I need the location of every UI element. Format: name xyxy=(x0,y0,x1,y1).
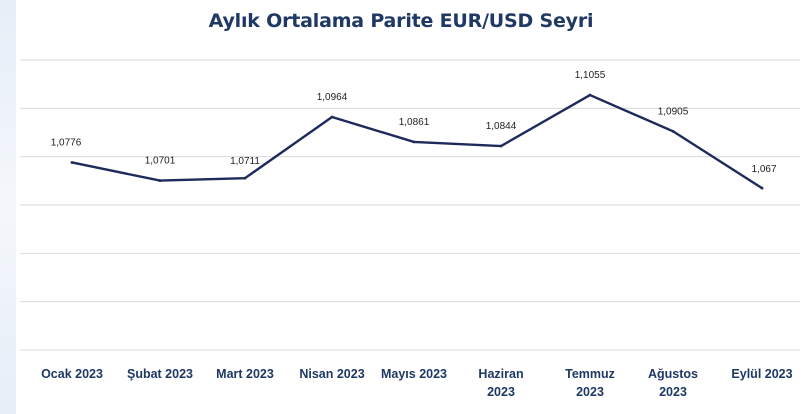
x-tick-label-6: Temmuz 2023 xyxy=(565,367,615,399)
data-point-0 xyxy=(70,161,74,164)
x-tick-label-0: Ocak 2023 xyxy=(41,367,103,381)
data-label-8: 1,067 xyxy=(751,164,776,175)
data-label-5: 1,0844 xyxy=(486,121,517,132)
x-tick-label-1: Şubat 2023 xyxy=(127,367,193,381)
x-tick-label-3: Nisan 2023 xyxy=(299,367,364,381)
data-label-4: 1,0861 xyxy=(399,117,430,128)
x-tick-label-8: Eylül 2023 xyxy=(731,367,792,381)
data-label-1: 1,0701 xyxy=(145,156,176,167)
data-label-7: 1,0905 xyxy=(658,106,689,117)
x-tick-label-7: Ağustos 2023 xyxy=(648,367,698,399)
data-point-2 xyxy=(243,176,247,180)
data-point-8 xyxy=(760,186,764,190)
x-tick-label-2: Mart 2023 xyxy=(216,367,274,381)
data-label-6: 1,1055 xyxy=(575,70,606,81)
x-tick-label-5: Haziran 2023 xyxy=(478,367,523,399)
data-point-6 xyxy=(588,93,592,97)
x-tick-label-4: Mayıs 2023 xyxy=(381,367,447,381)
data-point-4 xyxy=(412,140,416,144)
data-label-3: 1,0964 xyxy=(317,92,348,103)
data-point-1 xyxy=(158,179,162,182)
data-point-5 xyxy=(499,144,503,148)
data-label-2: 1,0711 xyxy=(230,156,260,167)
decorative-side-band xyxy=(0,0,16,414)
data-label-0: 1,0776 xyxy=(51,137,82,148)
chart-title: Aylık Ortalama Parite EUR/USD Seyri xyxy=(208,10,594,32)
data-point-3 xyxy=(330,115,334,119)
data-point-7 xyxy=(671,129,675,133)
